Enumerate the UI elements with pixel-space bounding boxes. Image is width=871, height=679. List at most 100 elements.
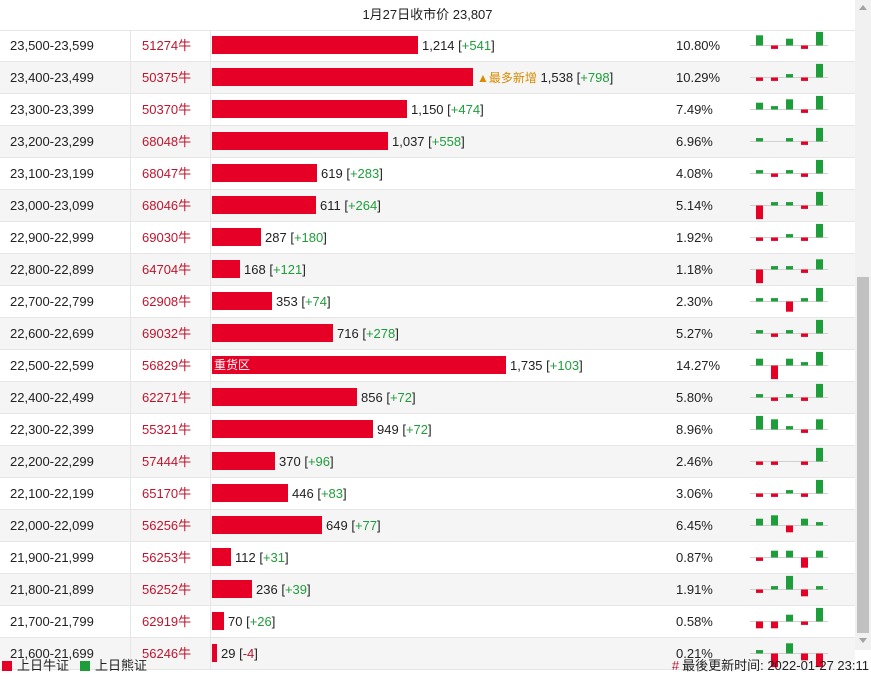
certificate-code-link[interactable]: 50375牛 bbox=[142, 70, 192, 85]
column-divider bbox=[130, 286, 131, 317]
trend-sparkline bbox=[750, 159, 828, 177]
volume-bar bbox=[212, 196, 316, 214]
certificate-code-link[interactable]: 62908牛 bbox=[142, 294, 192, 309]
price-range: 22,100-22,199 bbox=[10, 486, 94, 501]
column-divider bbox=[210, 382, 211, 413]
column-divider bbox=[130, 318, 131, 349]
bear-sparkline-bar bbox=[771, 106, 778, 110]
table-row: 22,200-22,299 57444牛 370 [+96] 2.46% bbox=[0, 446, 855, 478]
trend-sparkline bbox=[750, 191, 828, 220]
percentage-value: 4.08% bbox=[676, 166, 713, 181]
certificate-code-link[interactable]: 51274牛 bbox=[142, 38, 192, 53]
percentage-value: 0.58% bbox=[676, 614, 713, 629]
price-range: 23,500-23,599 bbox=[10, 38, 94, 53]
bear-sparkline-bar bbox=[816, 522, 823, 526]
certificate-code-link[interactable]: 62919牛 bbox=[142, 614, 192, 629]
trend-sparkline bbox=[750, 515, 828, 533]
scroll-down-arrow-icon[interactable] bbox=[859, 638, 867, 643]
count-value: 619 [+283] bbox=[321, 166, 383, 181]
bear-sparkline-bar bbox=[756, 330, 763, 334]
bull-sparkline-bar bbox=[801, 397, 808, 401]
scrollbar-thumb[interactable] bbox=[857, 277, 869, 633]
bull-sparkline-bar bbox=[801, 205, 808, 209]
certificate-code-link[interactable]: 69032牛 bbox=[142, 326, 192, 341]
certificate-code-link[interactable]: 55321牛 bbox=[142, 422, 192, 437]
certificate-code-link[interactable]: 56246牛 bbox=[142, 646, 192, 661]
bear-sparkline-bar bbox=[816, 447, 823, 462]
certificate-code-link[interactable]: 68047牛 bbox=[142, 166, 192, 181]
trend-sparkline bbox=[750, 643, 828, 668]
certificate-code-link[interactable]: 57444牛 bbox=[142, 454, 192, 469]
change-number: +31 bbox=[262, 550, 286, 565]
column-divider bbox=[210, 190, 211, 221]
count-number: 856 bbox=[361, 390, 383, 405]
volume-bar bbox=[212, 452, 275, 470]
bull-sparkline-bar bbox=[756, 461, 763, 465]
volume-bar bbox=[212, 228, 261, 246]
certificate-code-link[interactable]: 65170牛 bbox=[142, 486, 192, 501]
bear-sparkline-bar bbox=[786, 138, 793, 142]
price-range: 22,800-22,899 bbox=[10, 262, 94, 277]
table-row: 22,900-22,999 69030牛 287 [+180] 1.92% bbox=[0, 222, 855, 254]
bull-sparkline-bar bbox=[756, 269, 763, 284]
trend-sparkline bbox=[750, 31, 828, 49]
certificate-code-link[interactable]: 56256牛 bbox=[142, 518, 192, 533]
certificate-code-link[interactable]: 69030牛 bbox=[142, 230, 192, 245]
count-number: 611 bbox=[320, 198, 341, 213]
bull-sparkline-bar bbox=[771, 237, 778, 241]
count-number: 370 bbox=[279, 454, 301, 469]
certificate-code-link[interactable]: 56829牛 bbox=[142, 358, 192, 373]
bull-sparkline-bar bbox=[801, 621, 808, 625]
bear-sparkline-bar bbox=[816, 127, 823, 142]
bear-sparkline-bar bbox=[786, 394, 793, 398]
legend-footer: 上日牛证 上日熊证 # 最後更新时间: 2022-01-27 23:11 bbox=[0, 653, 871, 679]
certificate-code-link[interactable]: 62271牛 bbox=[142, 390, 192, 405]
table-row: 23,400-23,499 50375牛 ▲最多新增 1,538 [+798] 10.… bbox=[0, 62, 855, 94]
trend-sparkline bbox=[750, 479, 828, 497]
count-number: 619 bbox=[321, 166, 343, 181]
change-number: +474 bbox=[450, 102, 481, 117]
bear-sparkline-bar bbox=[786, 643, 793, 654]
certificate-code-link[interactable]: 68046牛 bbox=[142, 198, 192, 213]
price-range: 23,300-23,399 bbox=[10, 102, 94, 117]
price-range: 22,500-22,599 bbox=[10, 358, 94, 373]
volume-bar bbox=[212, 516, 322, 534]
column-divider bbox=[130, 574, 131, 605]
scroll-up-arrow-icon[interactable] bbox=[859, 5, 867, 10]
count-number: 1,735 bbox=[510, 358, 543, 373]
bull-sparkline-bar bbox=[771, 77, 778, 81]
table-row: 21,900-21,999 56253牛 112 [+31] 0.87% bbox=[0, 542, 855, 574]
count-value: 611 [+264] bbox=[320, 198, 381, 213]
count-number: 168 bbox=[244, 262, 266, 277]
count-value: 1,214 [+541] bbox=[422, 38, 495, 53]
certificate-code-link[interactable]: 56252牛 bbox=[142, 582, 192, 597]
bull-sparkline-bar bbox=[771, 45, 778, 49]
count-number: 446 bbox=[292, 486, 314, 501]
count-value: 716 [+278] bbox=[337, 326, 399, 341]
bear-sparkline-bar bbox=[786, 575, 793, 590]
percentage-value: 1.91% bbox=[676, 582, 713, 597]
column-divider bbox=[210, 30, 211, 61]
count-number: 70 bbox=[228, 614, 243, 629]
bull-sparkline-bar bbox=[756, 493, 763, 497]
count-number: 1,150 bbox=[411, 102, 444, 117]
certificate-code-link[interactable]: 64704牛 bbox=[142, 262, 192, 277]
bear-sparkline-bar bbox=[816, 419, 823, 430]
price-range: 22,600-22,699 bbox=[10, 326, 94, 341]
count-value: 70 [+26] bbox=[228, 614, 276, 629]
percentage-value: 1.18% bbox=[676, 262, 713, 277]
column-divider bbox=[130, 478, 131, 509]
certificate-code-link[interactable]: 68048牛 bbox=[142, 134, 192, 149]
certificate-code-link[interactable]: 56253牛 bbox=[142, 550, 192, 565]
bull-sparkline-bar bbox=[801, 45, 808, 49]
change-number: +83 bbox=[320, 486, 343, 501]
change-number: +72 bbox=[389, 390, 412, 405]
certificate-code-link[interactable]: 50370牛 bbox=[142, 102, 192, 117]
bar-label: 重货区 bbox=[214, 358, 251, 372]
bull-sparkline-bar bbox=[786, 525, 793, 533]
bull-sparkline-bar bbox=[801, 429, 808, 433]
change-number: -4 bbox=[242, 646, 255, 661]
count-number: 949 bbox=[377, 422, 399, 437]
bull-sparkline-bar bbox=[801, 557, 808, 568]
column-divider bbox=[210, 126, 211, 157]
